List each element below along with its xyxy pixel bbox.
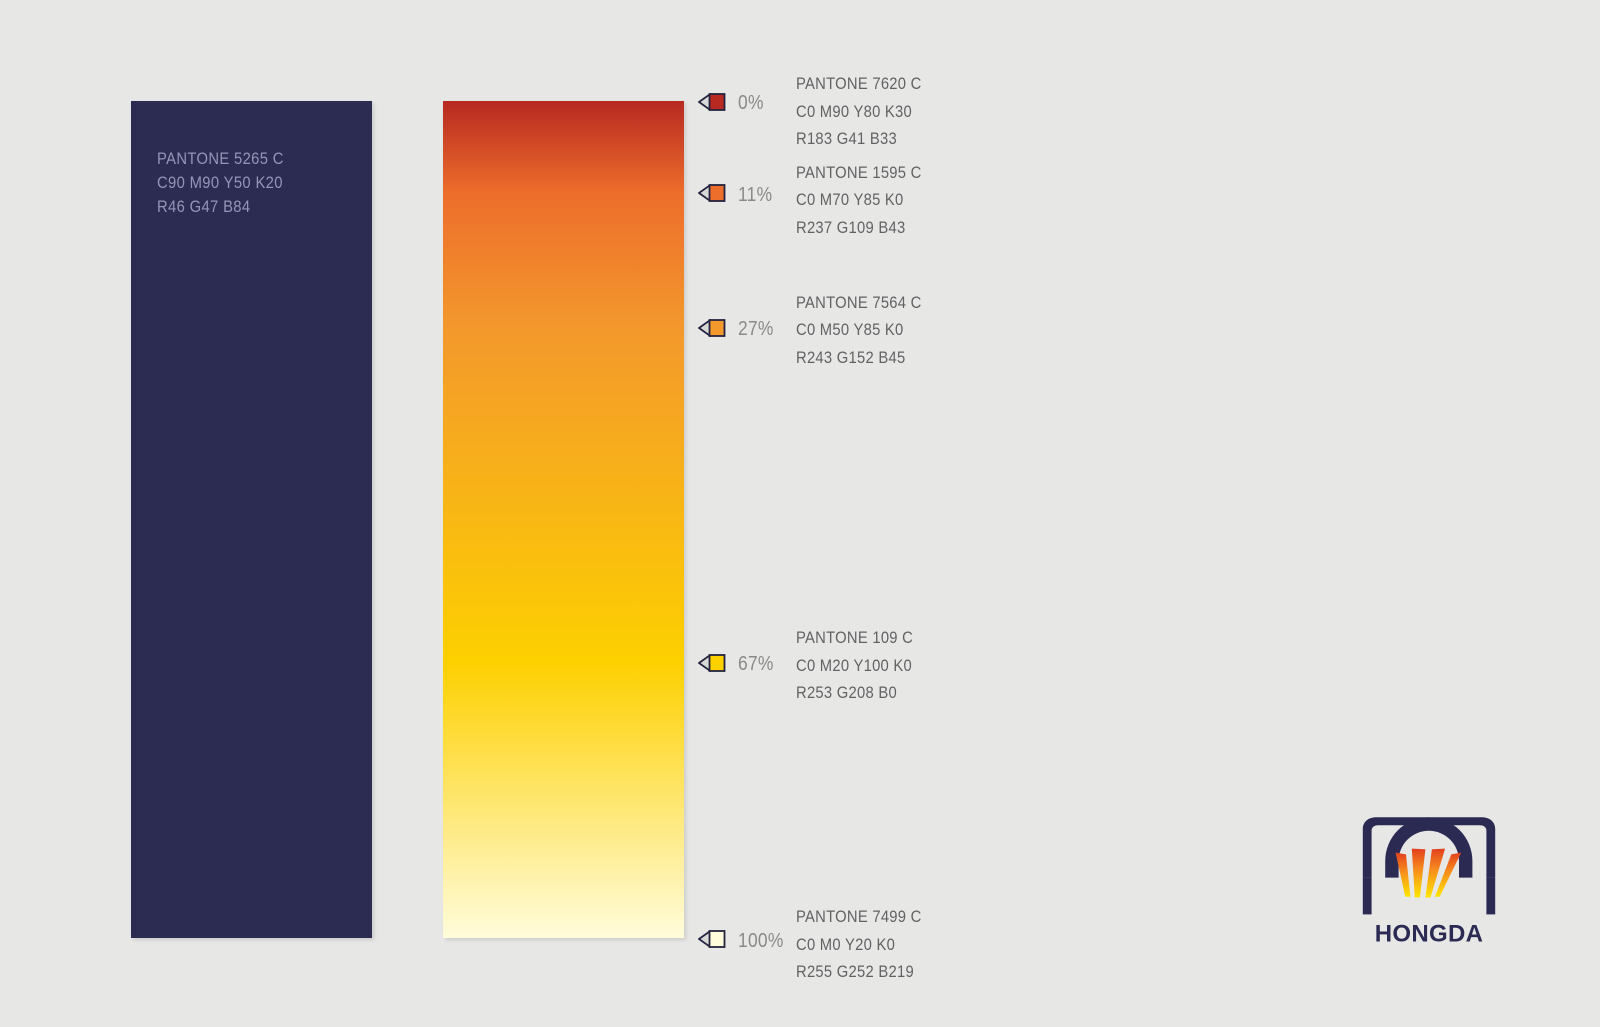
svg-text:HONGDA: HONGDA — [1375, 921, 1483, 947]
